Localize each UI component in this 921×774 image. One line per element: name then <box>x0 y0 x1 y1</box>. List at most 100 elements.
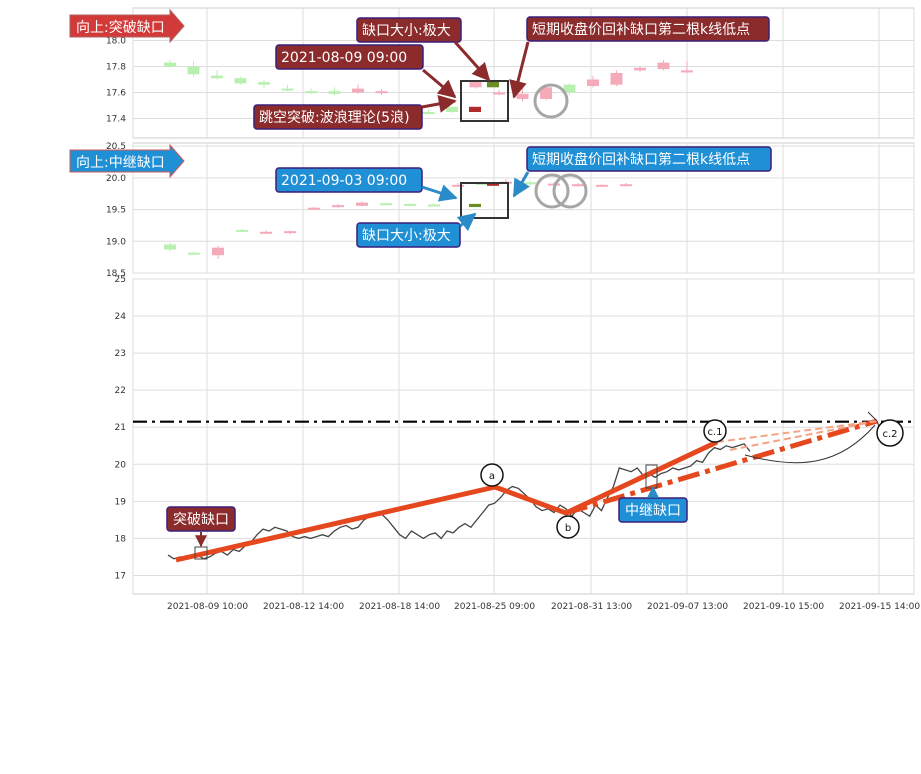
y-tick-label: 17.8 <box>106 63 126 73</box>
candle-body <box>572 184 584 187</box>
panel2-grid <box>132 143 915 274</box>
candle-body <box>356 202 368 206</box>
candle-body <box>620 184 632 187</box>
fill-point-label: 短期收盘价回补缺口第二根k线低点 <box>526 16 770 42</box>
arrow-wave-theory <box>421 95 457 113</box>
banner2-title: 向上:中继缺口 <box>76 155 165 171</box>
candle-body <box>587 79 599 86</box>
panel1-grid <box>132 8 915 138</box>
candle-body <box>281 88 294 91</box>
arrow-fill-point <box>509 41 530 99</box>
y-tick-label: 24 <box>115 312 127 322</box>
y-tick-label: 21 <box>115 423 126 433</box>
target-curve <box>744 424 876 464</box>
x-tick-label: 2021-08-12 14:00 <box>263 602 344 612</box>
y-tick-label: 20 <box>115 460 127 470</box>
gap-size-label: 缺口大小:极大 <box>356 17 462 43</box>
candle-body <box>428 204 440 207</box>
y-tick-label: 23 <box>115 349 126 359</box>
wave-label-a: a <box>480 463 504 487</box>
y-tick-label: 18 <box>115 534 127 544</box>
y-tick-label: 20.5 <box>106 142 126 152</box>
candle-body <box>332 205 344 208</box>
banner-title: 向上:突破缺口 <box>76 20 165 36</box>
gap-size-text: 缺口大小:极大 <box>362 23 451 39</box>
fill-point-text: 短期收盘价回补缺口第二根k线低点 <box>532 21 750 38</box>
wave-theory-text: 跳空突破:波浪理论(5浪) <box>259 110 410 126</box>
gap-box-2 <box>460 182 509 219</box>
candle-body <box>236 229 248 232</box>
candle-body <box>446 106 458 112</box>
candle-body <box>422 112 435 114</box>
gap-size-label-2: 缺口大小:极大 <box>356 222 461 248</box>
candle-body <box>563 84 576 93</box>
svg-text:c.2: c.2 <box>882 429 897 440</box>
date-text: 2021-08-09 09:00 <box>281 50 407 66</box>
wave-label-c2: c.2 <box>876 419 904 447</box>
gap-fill-circle-2a <box>534 173 570 209</box>
candle-body <box>352 88 364 93</box>
arrow-date-2 <box>421 184 458 202</box>
y-tick-label: 19.0 <box>106 237 126 247</box>
y-tick-label: 17 <box>115 571 126 581</box>
y-tick-label: 25 <box>115 275 126 285</box>
x-tick-label: 2021-08-09 10:00 <box>167 602 248 612</box>
x-tick-label: 2021-08-18 14:00 <box>359 602 440 612</box>
panel1-y-ticks: 17.4 17.6 17.8 18.0 <box>106 37 126 125</box>
breakout-gap-banner: 向上:突破缺口 <box>69 8 185 44</box>
candle-body <box>375 91 388 94</box>
y-tick-label: 20.0 <box>106 174 126 184</box>
candle-body <box>634 67 646 71</box>
candle-body <box>516 93 529 99</box>
candle-body <box>404 203 416 206</box>
banner-arrow-shape <box>69 8 185 44</box>
x-tick-label: 2021-08-25 09:00 <box>454 602 535 612</box>
candle-body <box>540 87 552 99</box>
candle-body <box>328 91 341 94</box>
x-tick-label: 2021-08-31 13:00 <box>551 602 632 612</box>
breakout-gap-label: 突破缺口 <box>166 506 236 532</box>
panel3-y-ticks: 17 18 19 20 21 22 23 24 25 <box>115 275 127 581</box>
candle-body <box>469 82 482 88</box>
y-tick-label: 19 <box>115 497 127 507</box>
candle-body <box>681 70 693 73</box>
continuation-gap-banner: 向上:中继缺口 <box>69 143 185 179</box>
gap-candle-high <box>487 80 499 88</box>
svg-text:c.1: c.1 <box>707 427 722 438</box>
projection-dash-1 <box>716 420 878 443</box>
gap-size-text-2: 缺口大小:极大 <box>362 228 451 244</box>
candle-body <box>188 252 200 255</box>
gap-candle-low <box>469 106 481 112</box>
y-tick-label: 22 <box>115 386 126 396</box>
wave-theory-label: 跳空突破:波浪理论(5浪) <box>253 104 423 130</box>
banner2-arrow-shape <box>69 143 185 179</box>
wave-label-b: b <box>556 515 580 539</box>
y-tick-label: 19.5 <box>106 206 126 216</box>
candle-body <box>305 91 317 94</box>
x-tick-label: 2021-09-15 14:00 <box>839 602 920 612</box>
x-tick-label: 2021-09-10 15:00 <box>743 602 824 612</box>
panel2-y-ticks: 18.5 19.0 19.5 20.0 20.5 <box>106 142 126 279</box>
candle-body <box>284 231 296 234</box>
x-tick-label: 2021-09-07 13:00 <box>647 602 728 612</box>
candle-body <box>187 66 200 75</box>
fill-point-text-2: 短期收盘价回补缺口第二根k线低点 <box>532 151 750 168</box>
candle-body <box>164 62 176 67</box>
panel-wave-analysis: 17 18 19 20 21 22 23 24 25 2021-08-09 10:00 2021-… <box>115 275 921 612</box>
candle-body <box>234 78 247 84</box>
svg-text:b: b <box>565 523 571 534</box>
candle-body <box>452 184 464 187</box>
candle-body <box>212 247 224 256</box>
continuation-gap-label: 中继缺口 <box>618 497 688 523</box>
date-text-2: 2021-09-03 09:00 <box>281 173 407 189</box>
panel-breakout-gap: 17.4 17.6 17.8 18.0 向上:突破缺口 缺口大小:极大 2021-08… <box>69 7 915 139</box>
candle-body <box>211 75 223 79</box>
candle-body <box>258 82 270 85</box>
candle-body <box>260 231 272 234</box>
price-series-line <box>167 443 751 560</box>
date-label-2: 2021-09-03 09:00 <box>275 167 423 193</box>
wave-projection-line <box>565 418 878 516</box>
y-tick-label: 18.5 <box>106 269 126 279</box>
candle-body <box>524 182 536 185</box>
